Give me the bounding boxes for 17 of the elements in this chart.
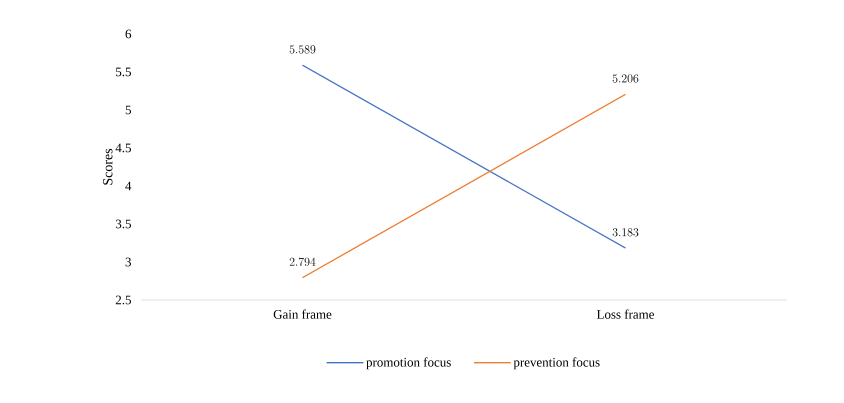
x-tick-label: Loss frame xyxy=(596,310,654,319)
data-label: 5.206 xyxy=(612,74,638,83)
legend-label: prevention focus xyxy=(514,357,600,370)
y-tick-label: 4 xyxy=(125,182,132,190)
y-tick-label: 2.5 xyxy=(116,296,131,304)
legend-label: promotion focus xyxy=(366,357,451,370)
data-label: 2.794 xyxy=(290,258,316,266)
y-axis-title: Scores xyxy=(103,148,112,185)
y-tick-label: 5.5 xyxy=(116,68,131,76)
y-tick-label: 6 xyxy=(126,30,132,38)
data-label: 3. 183 xyxy=(612,228,638,236)
y-tick-label: 3.5 xyxy=(116,220,131,228)
y-tick-label: 4.5 xyxy=(116,144,131,152)
x-tick-label: Gain frame xyxy=(274,310,332,319)
y-tick-label: 5 xyxy=(126,106,131,114)
data-label: 5.589 xyxy=(290,45,316,54)
y-tick-label: 3 xyxy=(126,258,131,266)
